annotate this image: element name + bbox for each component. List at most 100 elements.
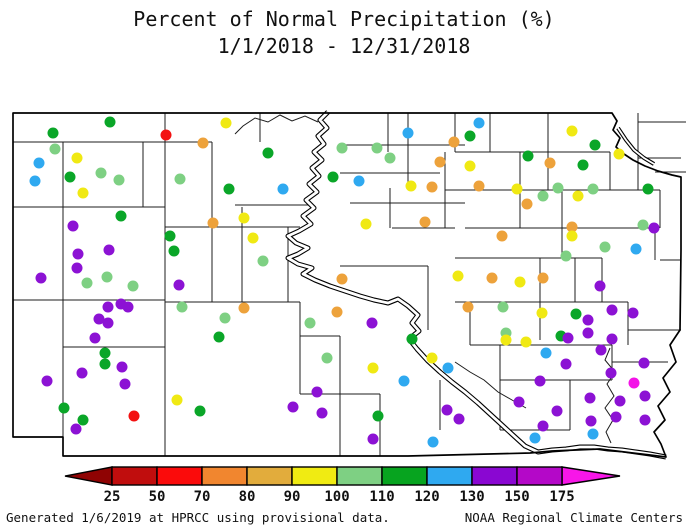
colorbar-segment [426,466,473,486]
station-dot [426,352,438,364]
station-dot [371,142,383,154]
colorbar-segment [111,466,158,486]
station-dot [638,357,650,369]
station-dot [321,352,333,364]
station-dot [537,420,549,432]
station-dot [405,180,417,192]
station-dot [113,174,125,186]
station-dot [464,130,476,142]
station-dot [473,117,485,129]
station-dot [353,175,365,187]
station-dot [606,304,618,316]
station-dot [71,152,83,164]
station-dot [247,232,259,244]
station-dot [336,273,348,285]
station-dot [570,308,582,320]
colorbar-tick-label: 120 [414,489,439,505]
station-dot [174,173,186,185]
station-dot [29,175,41,187]
station-dot [614,395,626,407]
cheyenne-river [234,114,319,135]
station-dot [419,216,431,228]
station-dot [219,312,231,324]
page-title: Percent of Normal Precipitation (%) [133,7,554,31]
station-dot [560,358,572,370]
station-dot [119,378,131,390]
station-dot [627,307,639,319]
station-dot [327,171,339,183]
station-dot [630,243,642,255]
station-dot [366,317,378,329]
station-dot [540,347,552,359]
station-dot [584,392,596,404]
james-river [604,347,616,444]
station-dot [164,230,176,242]
station-dot [453,413,465,425]
station-dot [434,156,446,168]
station-dot [77,187,89,199]
station-dot [176,301,188,313]
station-dot [173,279,185,291]
station-dot [594,280,606,292]
station-dot [311,386,323,398]
page-subtitle: 1/1/2018 - 12/31/2018 [218,34,471,58]
station-dot [552,182,564,194]
station-dot [160,129,172,141]
station-dot [360,218,372,230]
station-dot [497,301,509,313]
station-dot [610,411,622,423]
station-dot [513,396,525,408]
station-dot [58,402,70,414]
station-dot [95,167,107,179]
station-dot [560,250,572,262]
station-dot [448,136,460,148]
colorbar-tick-label: 175 [549,489,574,505]
station-dot [398,375,410,387]
colorbar-tick-label: 100 [324,489,349,505]
station-dot [89,332,101,344]
station-dot [544,157,556,169]
station-dot [104,116,116,128]
station-dot [534,375,546,387]
station-dot [562,332,574,344]
colorbar-tick-label: 110 [369,489,394,505]
station-dot [331,306,343,318]
station-dot [426,181,438,193]
colorbar-segment [381,466,428,486]
station-dot [67,220,79,232]
station-dot [372,410,384,422]
station-dot [406,333,418,345]
station-dot [648,222,660,234]
station-dot [223,183,235,195]
station-dot [99,358,111,370]
station-dot [287,401,299,413]
colorbar-right-arrow [561,466,621,486]
station-dot [70,423,82,435]
station-dot [336,142,348,154]
station-dot [103,244,115,256]
station-dot [168,245,180,257]
station-dot [171,394,183,406]
colorbar-segment [471,466,518,486]
colorbar-tick-label: 70 [194,489,211,505]
station-dot [122,301,134,313]
station-dot [520,336,532,348]
station-dot [566,125,578,137]
station-dot [35,272,47,284]
station-dot [613,148,625,160]
station-dot [500,334,512,346]
station-dot [41,375,53,387]
station-dot [402,127,414,139]
station-dot [207,217,219,229]
station-dot [522,150,534,162]
colorbar-tick-label: 25 [104,489,121,505]
station-dot [486,272,498,284]
station-dot [116,361,128,373]
station-dot [93,313,105,325]
station-dot [102,301,114,313]
station-dot [76,367,88,379]
station-dot [262,147,274,159]
colorbar-segment [246,466,293,486]
